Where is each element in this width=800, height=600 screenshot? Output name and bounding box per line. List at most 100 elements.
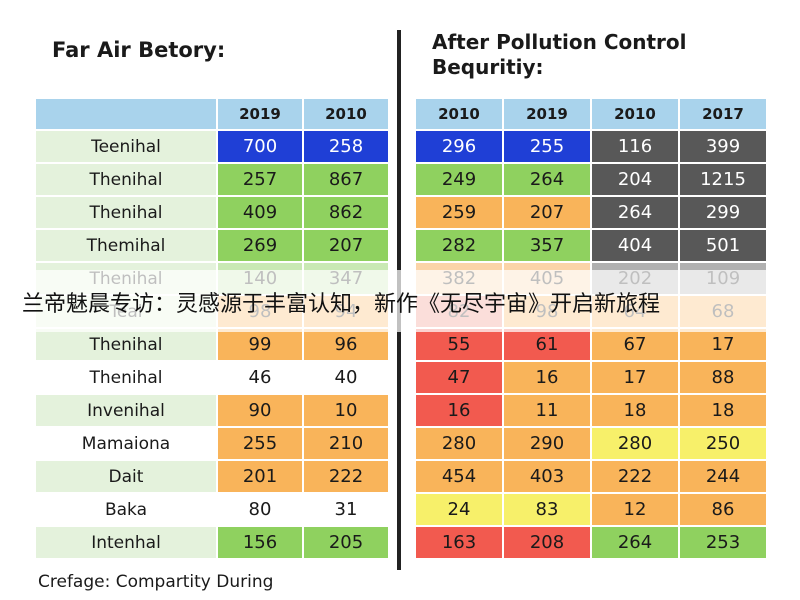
left-row-label: Baka: [36, 494, 216, 525]
right-table-row: 296 255 116 399: [416, 131, 766, 162]
right-value-cell: 249: [416, 164, 502, 195]
overlay-banner-text: 兰帝魅晨专访：灵感源于丰富认知，新作《无尽宇宙》开启新旅程: [22, 292, 661, 317]
left-table-row: Thenihal 46 40: [36, 362, 388, 393]
right-value-cell: 208: [504, 527, 590, 558]
left-table-row: Baka 80 31: [36, 494, 388, 525]
left-value-cell: 867: [304, 164, 388, 195]
right-value-cell: 290: [504, 428, 590, 459]
left-row-label: Dait: [36, 461, 216, 492]
right-column-header: 2017: [680, 99, 766, 129]
right-value-cell: 16: [504, 362, 590, 393]
right-table-row: 282 357 404 501: [416, 230, 766, 261]
left-row-label: Thenihal: [36, 362, 216, 393]
overlay-banner: [0, 270, 800, 332]
right-table-row: 47 16 17 88: [416, 362, 766, 393]
right-value-cell: 454: [416, 461, 502, 492]
left-table-title: Far Air Betory:: [52, 38, 226, 62]
right-value-cell: 253: [680, 527, 766, 558]
right-value-cell: 399: [680, 131, 766, 162]
left-table-row: Dait 201 222: [36, 461, 388, 492]
right-data-table: 2010 2019 2010 2017 296 255 116 399 249 264 204 12…: [414, 97, 768, 560]
left-value-cell: 90: [218, 395, 302, 426]
right-value-cell: 357: [504, 230, 590, 261]
right-value-cell: 403: [504, 461, 590, 492]
right-value-cell: 207: [504, 197, 590, 228]
left-table-row: Invenihal 90 10: [36, 395, 388, 426]
right-value-cell: 501: [680, 230, 766, 261]
left-row-label: Thenihal: [36, 164, 216, 195]
right-value-cell: 67: [592, 329, 678, 360]
right-value-cell: 259: [416, 197, 502, 228]
left-table-row: Teenihal 700 258: [36, 131, 388, 162]
left-value-cell: 80: [218, 494, 302, 525]
left-row-label: Invenihal: [36, 395, 216, 426]
right-table-row: 16 11 18 18: [416, 395, 766, 426]
left-row-label: Themihal: [36, 230, 216, 261]
right-table-title: After Pollution Control Bequritiy:: [432, 30, 687, 79]
left-value-cell: 255: [218, 428, 302, 459]
right-column-header: 2010: [416, 99, 502, 129]
left-table-row: Thenihal 409 862: [36, 197, 388, 228]
right-value-cell: 264: [504, 164, 590, 195]
right-value-cell: 404: [592, 230, 678, 261]
left-value-cell: 205: [304, 527, 388, 558]
right-table-row: 24 83 12 86: [416, 494, 766, 525]
right-value-cell: 282: [416, 230, 502, 261]
right-table-row: 55 61 67 17: [416, 329, 766, 360]
right-value-cell: 88: [680, 362, 766, 393]
right-value-cell: 47: [416, 362, 502, 393]
right-value-cell: 55: [416, 329, 502, 360]
right-table-row: 259 207 264 299: [416, 197, 766, 228]
right-value-cell: 11: [504, 395, 590, 426]
right-value-cell: 163: [416, 527, 502, 558]
right-column-header: 2019: [504, 99, 590, 129]
right-value-cell: 250: [680, 428, 766, 459]
left-row-label: Thenihal: [36, 197, 216, 228]
right-value-cell: 255: [504, 131, 590, 162]
right-table-row: 249 264 204 1215: [416, 164, 766, 195]
left-value-cell: 269: [218, 230, 302, 261]
left-value-cell: 31: [304, 494, 388, 525]
right-value-cell: 18: [680, 395, 766, 426]
right-value-cell: 280: [592, 428, 678, 459]
right-value-cell: 116: [592, 131, 678, 162]
left-header-row: 2019 2010: [36, 99, 388, 129]
right-value-cell: 264: [592, 197, 678, 228]
left-column-header: [36, 99, 216, 129]
left-value-cell: 156: [218, 527, 302, 558]
right-table-row: 163 208 264 253: [416, 527, 766, 558]
left-value-cell: 207: [304, 230, 388, 261]
right-value-cell: 296: [416, 131, 502, 162]
left-value-cell: 222: [304, 461, 388, 492]
left-table-row: Thenihal 99 96: [36, 329, 388, 360]
right-value-cell: 61: [504, 329, 590, 360]
left-column-header: 2019: [218, 99, 302, 129]
left-value-cell: 201: [218, 461, 302, 492]
left-value-cell: 10: [304, 395, 388, 426]
left-table-row: Thenihal 257 867: [36, 164, 388, 195]
right-value-cell: 16: [416, 395, 502, 426]
figure-caption: Crefage: Compartity During: [38, 572, 274, 592]
right-value-cell: 17: [592, 362, 678, 393]
left-value-cell: 409: [218, 197, 302, 228]
left-value-cell: 862: [304, 197, 388, 228]
right-value-cell: 280: [416, 428, 502, 459]
right-value-cell: 204: [592, 164, 678, 195]
right-value-cell: 299: [680, 197, 766, 228]
left-value-cell: 700: [218, 131, 302, 162]
left-value-cell: 210: [304, 428, 388, 459]
left-row-label: Thenihal: [36, 329, 216, 360]
right-table-row: 454 403 222 244: [416, 461, 766, 492]
left-row-label: Mamaiona: [36, 428, 216, 459]
left-column-header: 2010: [304, 99, 388, 129]
left-row-label: Teenihal: [36, 131, 216, 162]
right-value-cell: 83: [504, 494, 590, 525]
right-table-row: 280 290 280 250: [416, 428, 766, 459]
left-value-cell: 46: [218, 362, 302, 393]
left-table-row: Intenhal 156 205: [36, 527, 388, 558]
right-value-cell: 12: [592, 494, 678, 525]
left-row-label: Intenhal: [36, 527, 216, 558]
right-value-cell: 86: [680, 494, 766, 525]
left-value-cell: 258: [304, 131, 388, 162]
right-value-cell: 18: [592, 395, 678, 426]
